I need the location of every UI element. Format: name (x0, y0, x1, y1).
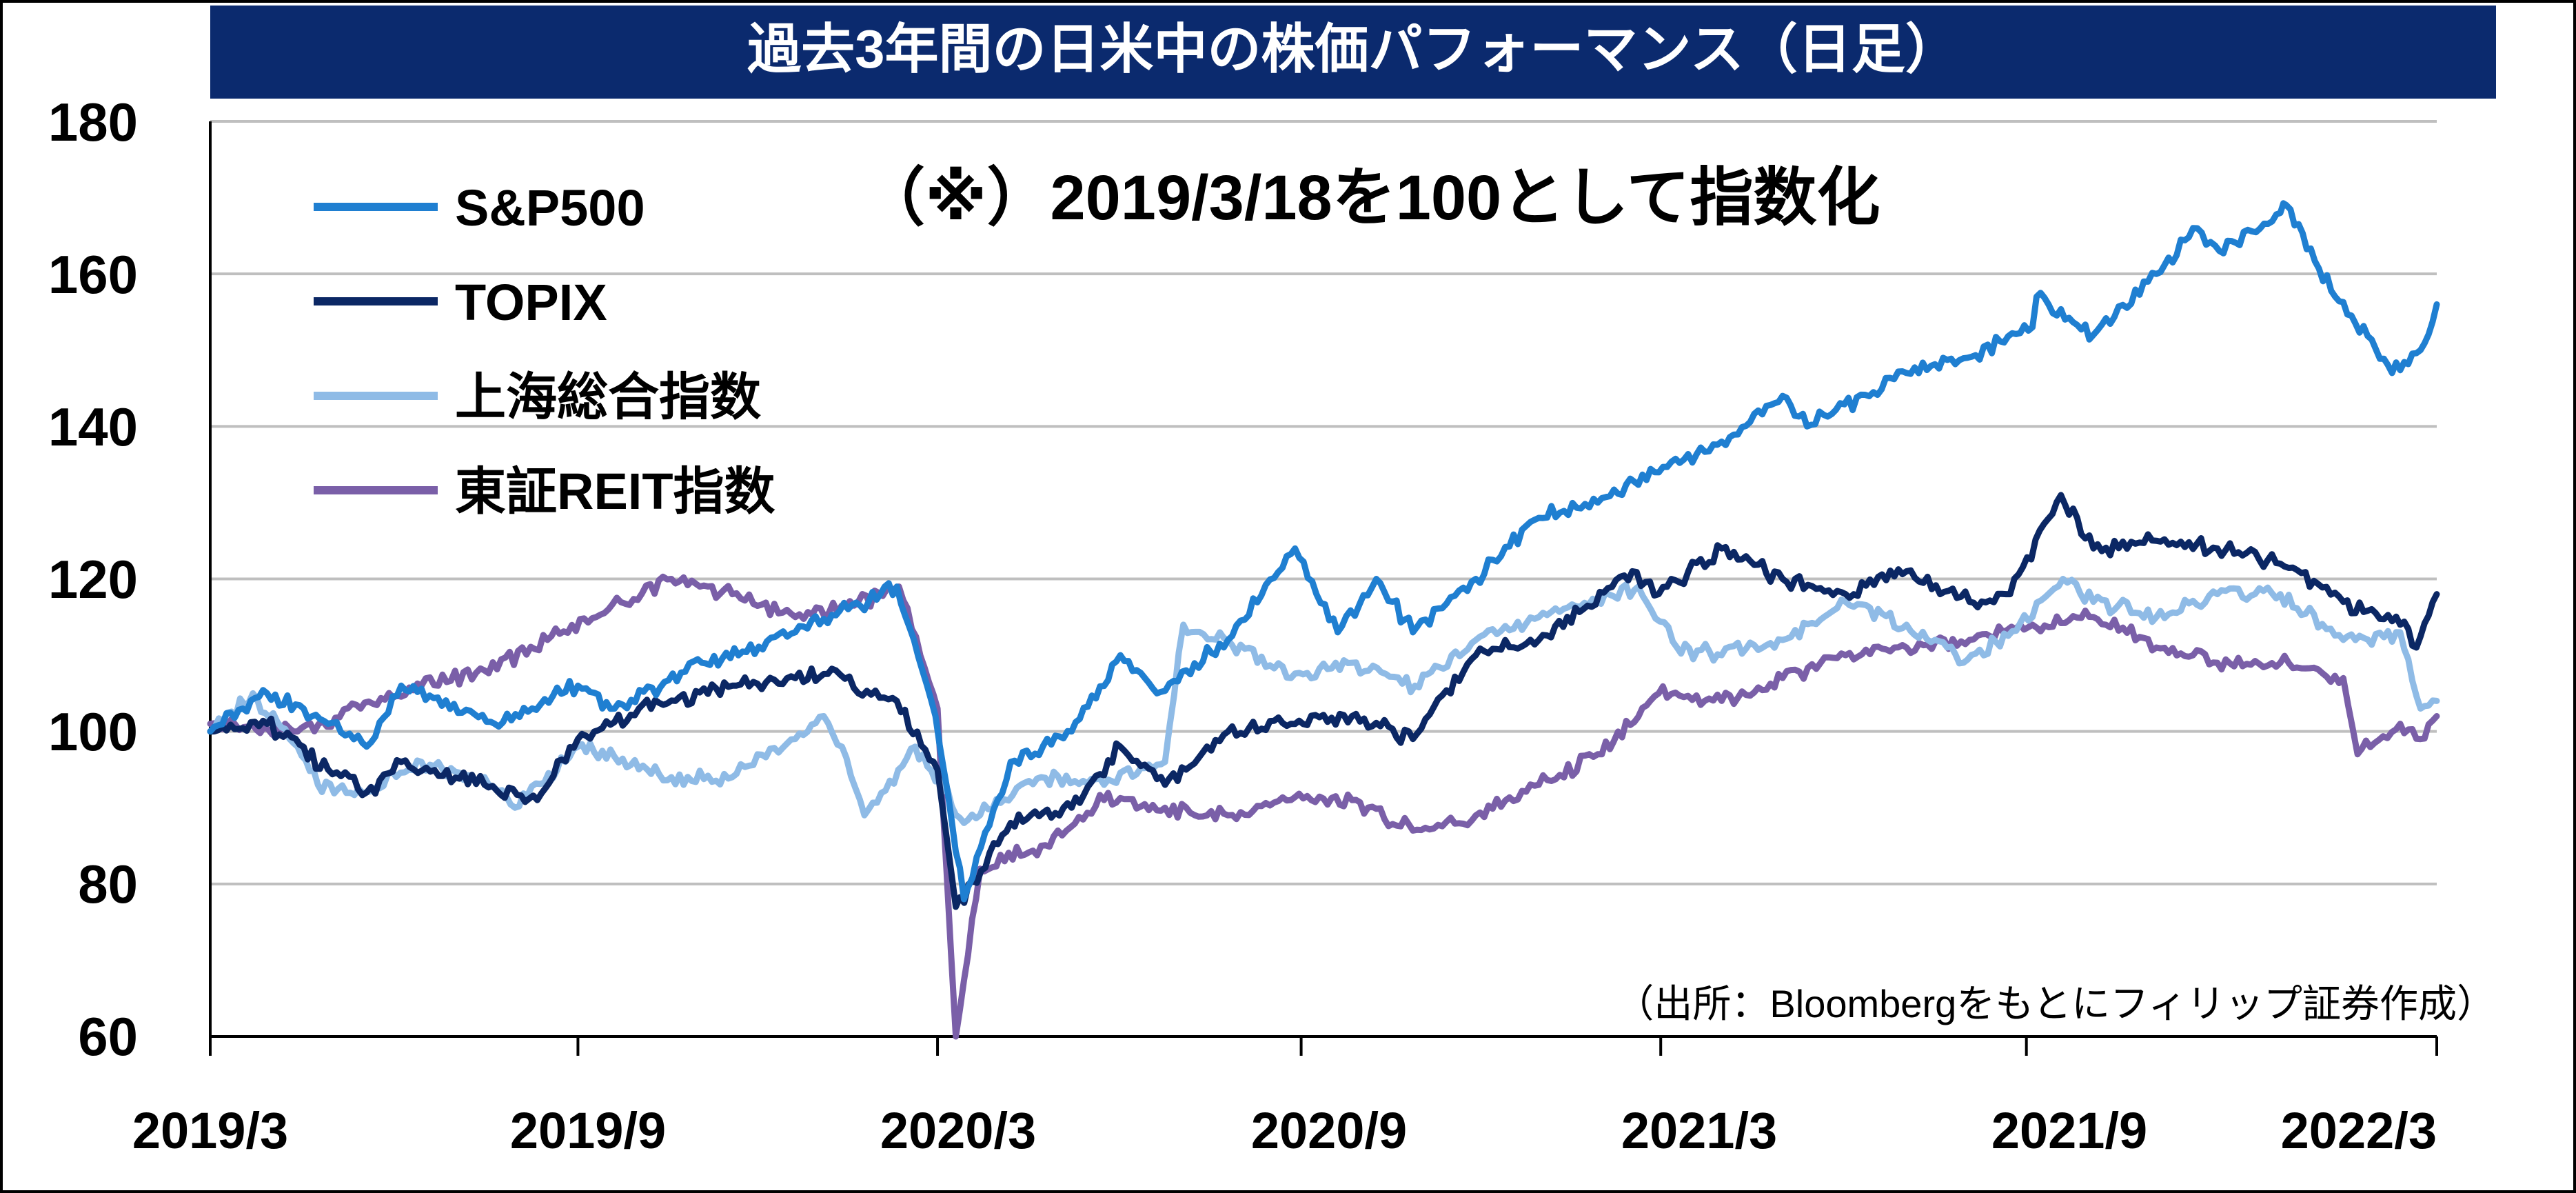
y-tick-label-180: 180 (48, 92, 138, 152)
y-tick-label-140: 140 (48, 397, 138, 457)
index-note: （※）2019/3/18を100として指数化 (862, 163, 1880, 233)
x-tick-label-2021-9: 2021/9 (1991, 1102, 2147, 1159)
legend-label-topix: TOPIX (455, 274, 607, 331)
y-tick-label-160: 160 (48, 244, 138, 305)
y-tick-labels: 180 160 140 120 100 80 60 (48, 92, 138, 1067)
y-tick-label-100: 100 (48, 701, 138, 762)
series-layer (207, 200, 2440, 1040)
y-tick-label-120: 120 (48, 549, 138, 610)
y-tick-label-80: 80 (78, 854, 138, 914)
legend-label-sp500: S&P500 (455, 179, 645, 237)
legend-label-jreit: 東証REIT指数 (455, 463, 775, 520)
axis-layer (209, 121, 2438, 1056)
series-line-東証REIT指数 (207, 573, 2440, 1040)
series-line-上海総合指数 (207, 576, 2440, 826)
legend-label-shanghai: 上海総合指数 (455, 368, 761, 425)
source-note: （出所：Bloombergをもとにフィリップ証券作成） (1615, 982, 2495, 1025)
x-tick-label-2021-3: 2021/3 (1621, 1102, 1777, 1159)
y-tick-label-60: 60 (78, 1006, 138, 1067)
title-bar (210, 6, 2496, 99)
series-line-S&P500 (207, 200, 2440, 903)
series-line-TOPIX (207, 492, 2440, 910)
x-tick-label-2019-3: 2019/3 (132, 1102, 288, 1159)
x-tick-labels: 2019/3 2019/9 2020/3 2020/9 2021/3 2021/… (132, 1102, 2437, 1159)
legend: S&P500 TOPIX 上海総合指数 東証REIT指数 (314, 179, 775, 520)
x-tick-label-2020-9: 2020/9 (1251, 1102, 1407, 1159)
x-tick-label-2019-9: 2019/9 (510, 1102, 666, 1159)
chart-title: 過去3年間の日米中の株価パフォーマンス（日足） (747, 19, 1959, 79)
x-tick-label-2020-3: 2020/3 (880, 1102, 1036, 1159)
x-tick-label-2022-3: 2022/3 (2281, 1102, 2437, 1159)
